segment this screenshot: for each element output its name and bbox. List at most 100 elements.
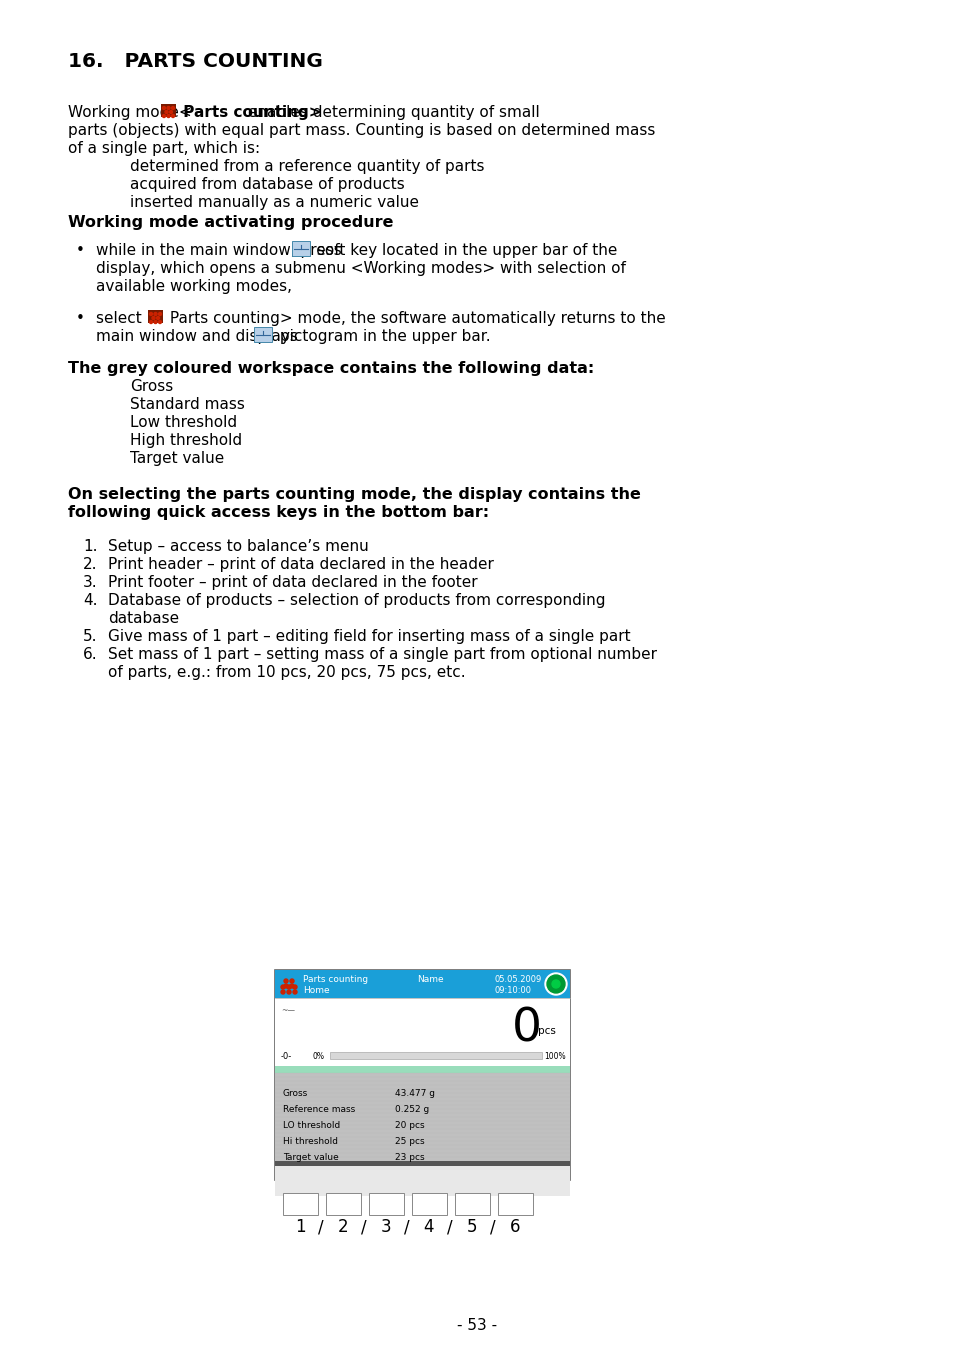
Text: 2.: 2. (83, 558, 97, 572)
Text: 23 pcs: 23 pcs (395, 1153, 424, 1162)
Text: 5: 5 (466, 1218, 476, 1237)
Circle shape (293, 986, 296, 990)
Text: inserted manually as a numeric value: inserted manually as a numeric value (130, 194, 418, 211)
Text: display, which opens a submenu <Working modes> with selection of: display, which opens a submenu <Working … (96, 261, 625, 275)
Text: 6.: 6. (83, 647, 97, 662)
Text: 2: 2 (337, 1218, 348, 1237)
Circle shape (281, 990, 285, 994)
Text: main window and displays: main window and displays (96, 329, 297, 344)
Text: Gross: Gross (283, 1089, 308, 1098)
Text: of parts, e.g.: from 10 pcs, 20 pcs, 75 pcs, etc.: of parts, e.g.: from 10 pcs, 20 pcs, 75 … (108, 666, 465, 680)
Text: /: / (447, 1218, 453, 1237)
Circle shape (167, 107, 170, 109)
Circle shape (546, 975, 564, 994)
Text: On selecting the parts counting mode, the display contains the: On selecting the parts counting mode, th… (68, 487, 640, 502)
Circle shape (284, 984, 288, 988)
Text: ~—: ~— (281, 1006, 294, 1015)
Bar (326, 1193, 360, 1215)
Text: 5.: 5. (83, 629, 97, 644)
Text: Parts counting>: Parts counting> (178, 105, 321, 120)
Text: Low threshold: Low threshold (130, 414, 237, 431)
Circle shape (156, 316, 159, 320)
Text: parts (objects) with equal part mass. Counting is based on determined mass: parts (objects) with equal part mass. Co… (68, 123, 655, 138)
Text: Standard mass: Standard mass (130, 397, 245, 412)
Text: Target value: Target value (283, 1153, 338, 1162)
Text: Database of products – selection of products from corresponding: Database of products – selection of prod… (108, 593, 605, 608)
Bar (274, 1161, 569, 1166)
Text: 20 pcs: 20 pcs (395, 1120, 424, 1130)
Bar (274, 998, 569, 1066)
Bar (148, 310, 163, 323)
Circle shape (281, 986, 285, 990)
Text: Name: Name (416, 975, 443, 984)
Circle shape (153, 320, 157, 324)
Text: Gross: Gross (130, 379, 173, 394)
Text: 3.: 3. (83, 575, 97, 590)
Circle shape (172, 115, 174, 117)
Text: 25 pcs: 25 pcs (395, 1137, 424, 1146)
Text: database: database (108, 612, 179, 626)
Text: 100%: 100% (543, 1052, 565, 1061)
Text: High threshold: High threshold (130, 433, 242, 448)
Text: /: / (361, 1218, 366, 1237)
Text: 4: 4 (423, 1218, 434, 1237)
Text: •: • (76, 310, 85, 325)
Text: /: / (404, 1218, 410, 1237)
Circle shape (165, 111, 168, 113)
Text: Print header – print of data declared in the header: Print header – print of data declared in… (108, 558, 494, 572)
Text: available working modes,: available working modes, (96, 279, 292, 294)
Text: 0%: 0% (313, 1052, 325, 1061)
Text: Hi threshold: Hi threshold (283, 1137, 337, 1146)
Bar (274, 1166, 569, 1196)
Text: pictogram in the upper bar.: pictogram in the upper bar. (274, 329, 490, 344)
Text: enables determining quantity of small: enables determining quantity of small (243, 105, 539, 120)
Text: 1: 1 (294, 1218, 305, 1237)
Text: pcs: pcs (537, 1026, 556, 1035)
Text: 0: 0 (512, 1006, 541, 1052)
Circle shape (544, 973, 566, 995)
Text: Working mode<: Working mode< (68, 105, 192, 120)
Text: 3: 3 (380, 1218, 391, 1237)
Bar (369, 1193, 403, 1215)
Bar (330, 1052, 541, 1058)
Bar (283, 1193, 317, 1215)
Bar (274, 971, 569, 998)
Circle shape (552, 980, 559, 988)
Circle shape (167, 115, 170, 117)
Text: Give mass of 1 part – editing field for inserting mass of a single part: Give mass of 1 part – editing field for … (108, 629, 630, 644)
Text: LO threshold: LO threshold (283, 1120, 340, 1130)
Text: /: / (490, 1218, 496, 1237)
Circle shape (153, 312, 157, 316)
Text: Home: Home (303, 986, 330, 995)
Circle shape (152, 316, 154, 320)
Bar (280, 973, 297, 994)
Circle shape (162, 107, 165, 109)
Text: /: / (318, 1218, 323, 1237)
Bar (253, 327, 272, 342)
Text: following quick access keys in the bottom bar:: following quick access keys in the botto… (68, 505, 489, 520)
Circle shape (172, 107, 174, 109)
Circle shape (287, 986, 291, 990)
Text: Setup – access to balance’s menu: Setup – access to balance’s menu (108, 539, 369, 553)
Text: 16.   PARTS COUNTING: 16. PARTS COUNTING (68, 53, 322, 72)
Text: Reference mass: Reference mass (283, 1106, 355, 1114)
Text: The grey coloured workspace contains the following data:: The grey coloured workspace contains the… (68, 360, 594, 377)
Circle shape (287, 990, 291, 994)
Circle shape (150, 312, 152, 316)
Bar (455, 1193, 490, 1215)
Text: Parts counting> mode, the software automatically returns to the: Parts counting> mode, the software autom… (165, 310, 665, 325)
Text: 4.: 4. (83, 593, 97, 608)
Text: -0-: -0- (281, 1052, 292, 1061)
Text: •: • (76, 243, 85, 258)
Bar (274, 1073, 569, 1161)
Text: Working mode activating procedure: Working mode activating procedure (68, 215, 393, 230)
Bar (161, 104, 175, 117)
Circle shape (158, 320, 161, 324)
Circle shape (150, 320, 152, 324)
Circle shape (162, 115, 165, 117)
Text: 09:10:00: 09:10:00 (495, 986, 532, 995)
Text: select <: select < (96, 310, 159, 325)
Bar (497, 1193, 533, 1215)
Circle shape (290, 984, 294, 988)
Circle shape (290, 979, 294, 983)
